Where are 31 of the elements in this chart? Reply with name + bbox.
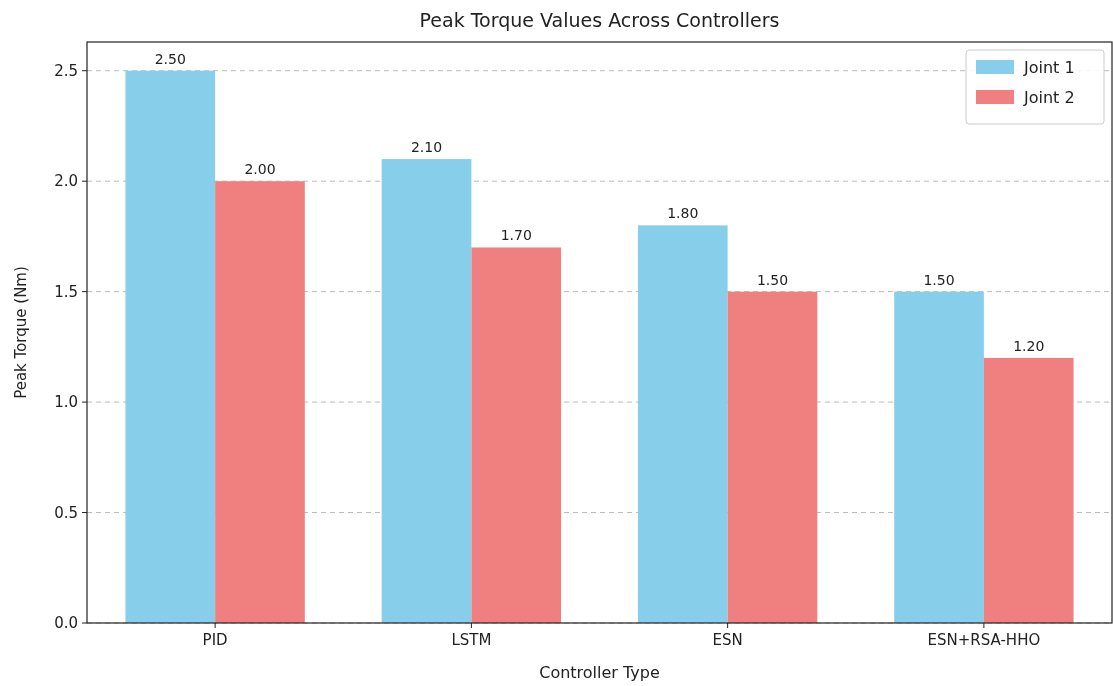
bar	[894, 291, 984, 623]
data-label: 1.50	[756, 271, 789, 288]
y-tick-label: 1.5	[54, 282, 78, 301]
y-axis-title: Peak Torque (Nm)	[12, 266, 30, 399]
chart-title: Peak Torque Values Across Controllers	[419, 9, 780, 31]
data-label: 2.00	[244, 161, 276, 178]
legend-label: Joint 1	[1023, 57, 1075, 77]
data-label: 1.20	[1013, 337, 1045, 354]
bar	[983, 357, 1074, 623]
data-label: 1.50	[923, 271, 955, 288]
data-label: 1.70	[500, 227, 532, 244]
bar	[125, 70, 216, 623]
y-tick-label: 2.0	[54, 172, 78, 191]
x-tick-label: LSTM	[451, 631, 492, 649]
y-tick-label: 0.5	[54, 503, 78, 522]
x-axis-title: Controller Type	[539, 663, 660, 682]
bar	[637, 225, 728, 623]
y-tick-label: 2.5	[54, 61, 78, 80]
x-tick-label: ESN	[712, 631, 743, 649]
data-label: 2.50	[154, 50, 186, 67]
bar	[471, 247, 562, 623]
data-label: 2.10	[410, 139, 443, 156]
y-tick-label: 0.0	[54, 614, 78, 633]
y-tick-label: 1.0	[54, 393, 78, 412]
legend-label: Joint 2	[1023, 87, 1075, 107]
x-tick-label: ESN+RSA-HHO	[927, 631, 1041, 649]
data-label: 1.80	[667, 205, 699, 222]
x-tick-label: PID	[202, 631, 228, 649]
bar	[215, 181, 305, 623]
bar	[381, 159, 472, 623]
bar	[727, 291, 818, 623]
